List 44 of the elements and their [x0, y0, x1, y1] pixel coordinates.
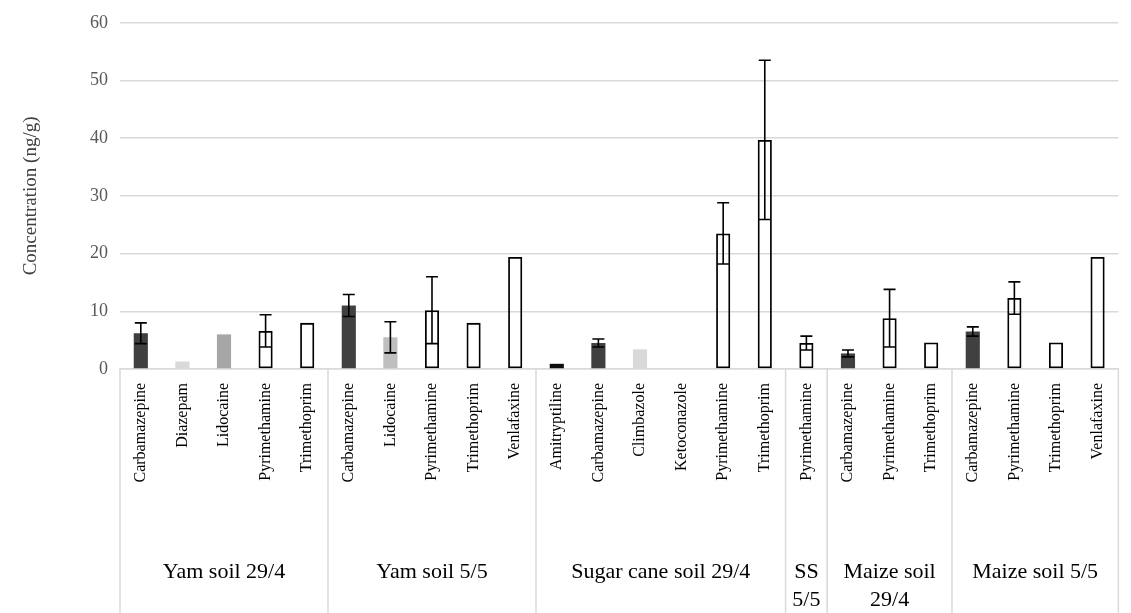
- bar: [965, 331, 980, 369]
- x-tick-label: Venlafaxine: [1087, 383, 1105, 460]
- x-tick-label: Ketoconazole: [671, 383, 689, 471]
- x-tick-label: Trimethoprim: [921, 382, 940, 473]
- x-tick-label: Pyrimethamine: [713, 383, 732, 481]
- x-tick-label: Lidocaine: [214, 383, 232, 447]
- y-tick-label: 50: [90, 69, 108, 90]
- x-tick-label: Climbazole: [630, 383, 648, 457]
- text: Maize soil 29/4: [843, 557, 936, 611]
- text: Maize soil 5/5: [972, 557, 1099, 583]
- x-tick-label: Venlafaxine: [505, 383, 523, 460]
- x-tick-label: Carbamazepine: [838, 383, 857, 483]
- bar: [383, 337, 398, 369]
- x-tick-label: Carbamazepine: [962, 383, 981, 483]
- y-axis-title: Concentration (ng/g): [19, 116, 42, 276]
- x-tick-label: Trimethoprim: [463, 382, 482, 473]
- x-tick-label: Trimethoprim: [297, 382, 316, 473]
- x-tick-label: Carbamazepine: [131, 383, 149, 483]
- text: SS 5/5: [792, 557, 821, 611]
- x-tick-label: Lidocaine: [380, 383, 398, 447]
- text: Yam soil 29/4: [162, 557, 286, 583]
- x-tick-label: Pyrimethamine: [422, 383, 441, 481]
- y-tick-label: 0: [99, 357, 108, 378]
- x-tick-label: Carbamazepine: [339, 383, 357, 483]
- x-tick-label: Pyrimethamine: [879, 383, 898, 481]
- bar: [216, 334, 232, 369]
- y-tick-label: 30: [90, 184, 108, 205]
- x-tick-label: Pyrimethamine: [796, 383, 815, 481]
- x-tick-label: Pyrimethamine: [255, 383, 274, 481]
- y-tick-label: 40: [90, 126, 108, 147]
- y-tick-label: 20: [90, 242, 108, 263]
- x-tick-label: Trimethoprim: [754, 382, 773, 473]
- text: Yam soil 5/5: [376, 557, 488, 583]
- bar: [133, 333, 148, 369]
- text: Sugar cane soil 29/4: [571, 557, 751, 583]
- x-tick-label: Trimethoprim: [1046, 382, 1065, 473]
- x-tick-label: Pyrimethamine: [1004, 383, 1023, 481]
- y-tick-label: 10: [90, 300, 108, 321]
- x-tick-label: Diazepam: [172, 382, 191, 448]
- bar: [591, 343, 606, 369]
- x-tick-label: Carbamazepine: [588, 383, 607, 483]
- bar: [341, 305, 356, 369]
- x-tick-label: Amitryptiline: [546, 383, 565, 471]
- y-tick-label: 60: [90, 11, 108, 32]
